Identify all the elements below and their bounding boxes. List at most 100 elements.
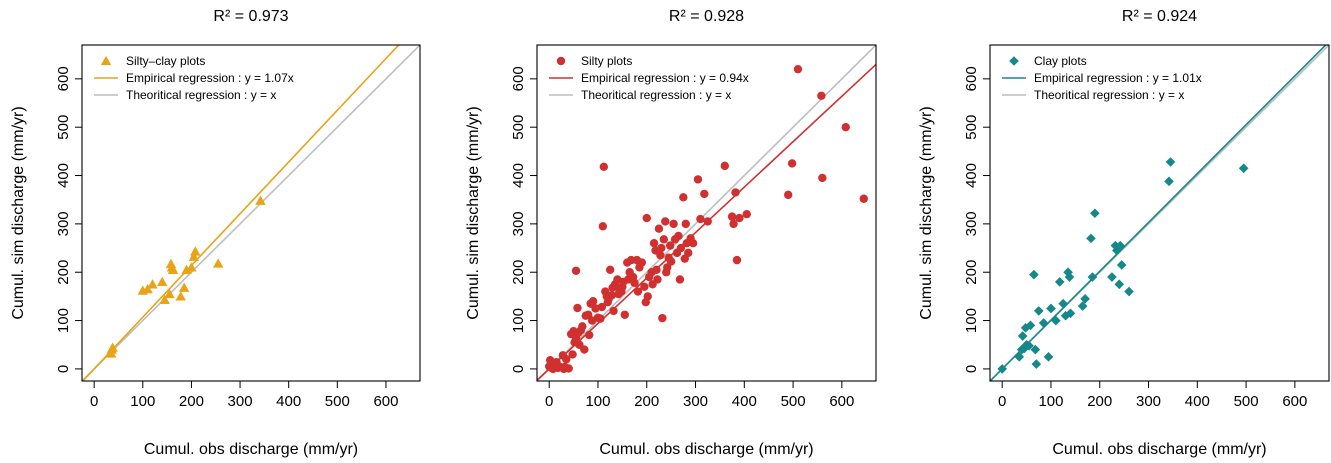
data-point [1034,306,1044,316]
legend-label: Empirical regression : y = 1.01x [1034,71,1202,85]
y-tick-label: 400 [510,163,527,188]
legend-label: Theoritical regression : y = x [1034,88,1184,102]
data-point [568,350,576,358]
y-tick-label: 100 [55,308,72,333]
data-point [1029,270,1039,280]
data-point [1032,359,1042,369]
data-point [700,190,708,198]
data-point [640,283,648,291]
x-tick-label: 300 [1136,393,1161,410]
data-point [621,311,629,319]
y-tick-label: 200 [963,260,980,285]
data-point [669,220,677,228]
data-point [578,322,586,330]
x-tick-label: 500 [1234,393,1259,410]
data-point [1078,301,1088,311]
y-tick-label: 300 [963,211,980,236]
x-tick-label: 400 [1185,393,1210,410]
data-point [606,266,614,274]
data-point [655,225,663,233]
data-point [784,191,792,199]
data-point [679,193,687,201]
x-tick-label: 0 [545,393,553,410]
y-axis-title: Cumul. sim discharge (mm/yr) [465,106,482,319]
legend: Clay plots Empirical regression : y = 1.0… [1002,54,1202,102]
data-point [817,92,825,100]
data-point [660,235,668,243]
data-point [667,257,675,265]
data-point [573,304,581,312]
data-point [1051,316,1061,326]
chart-title: R² = 0.924 [1122,8,1197,25]
data-point [652,266,660,274]
y-tick-label: 600 [55,66,72,91]
y-tick-label: 0 [55,365,72,373]
chart-title: R² = 0.973 [213,8,288,25]
data-point [728,212,736,220]
y-tick-label: 300 [510,211,527,236]
data-point [676,275,684,283]
data-point [733,256,741,264]
data-point [684,249,692,257]
data-point [1055,277,1065,287]
y-tick-label: 400 [55,163,72,188]
data-point [585,331,593,339]
x-tick-label: 100 [1038,393,1063,410]
y-tick-label: 100 [963,308,980,333]
data-point [1090,208,1100,218]
data-point [842,123,850,131]
data-point [1014,352,1024,362]
data-point [653,275,661,283]
legend-marker [101,56,111,65]
data-point [1114,280,1124,290]
x-axis-title: Cumul. obs discharge (mm/yr) [1052,441,1266,458]
x-tick-label: 400 [276,393,301,410]
data-point [596,314,604,322]
data-point [788,159,796,167]
legend-label: Silty plots [581,54,632,68]
data-point [721,162,729,170]
x-tick-label: 200 [1087,393,1112,410]
data-point [599,222,607,230]
y-tick-label: 600 [963,66,980,91]
x-tick-label: 600 [1282,393,1307,410]
legend-marker [1009,56,1019,66]
data-point [1124,287,1134,297]
data-point [157,277,167,286]
data-point [609,307,617,315]
data-point [1046,304,1056,314]
data-point [794,65,802,73]
y-tick-label: 400 [963,163,980,188]
y-tick-label: 200 [510,260,527,285]
data-point [600,163,608,171]
data-point [176,291,186,300]
data-point [661,217,669,225]
data-point [656,251,664,259]
data-point [743,210,751,218]
x-tick-label: 200 [634,393,659,410]
x-tick-label: 600 [829,393,854,410]
data-point [731,188,739,196]
legend: Silty plotsEmpirical regression : y = 0.… [549,54,749,102]
data-point [565,364,573,372]
data-point [1058,299,1068,309]
data-point [589,297,597,305]
data-point [689,239,697,247]
y-axis-title: Cumul. sim discharge (mm/yr) [10,106,27,319]
data-point [630,279,638,287]
data-point [818,174,826,182]
y-tick-label: 100 [510,308,527,333]
data-point [682,220,690,228]
x-axis-title: Cumul. obs discharge (mm/yr) [599,441,813,458]
x-tick-label: 400 [732,393,757,410]
x-tick-label: 500 [325,393,350,410]
data-point [1039,318,1049,328]
data-point [572,267,580,275]
data-point [674,232,682,240]
y-tick-label: 500 [963,115,980,140]
data-point [1107,272,1117,282]
x-tick-label: 300 [228,393,253,410]
chart-title: R² = 0.928 [669,8,744,25]
data-point [213,258,223,267]
